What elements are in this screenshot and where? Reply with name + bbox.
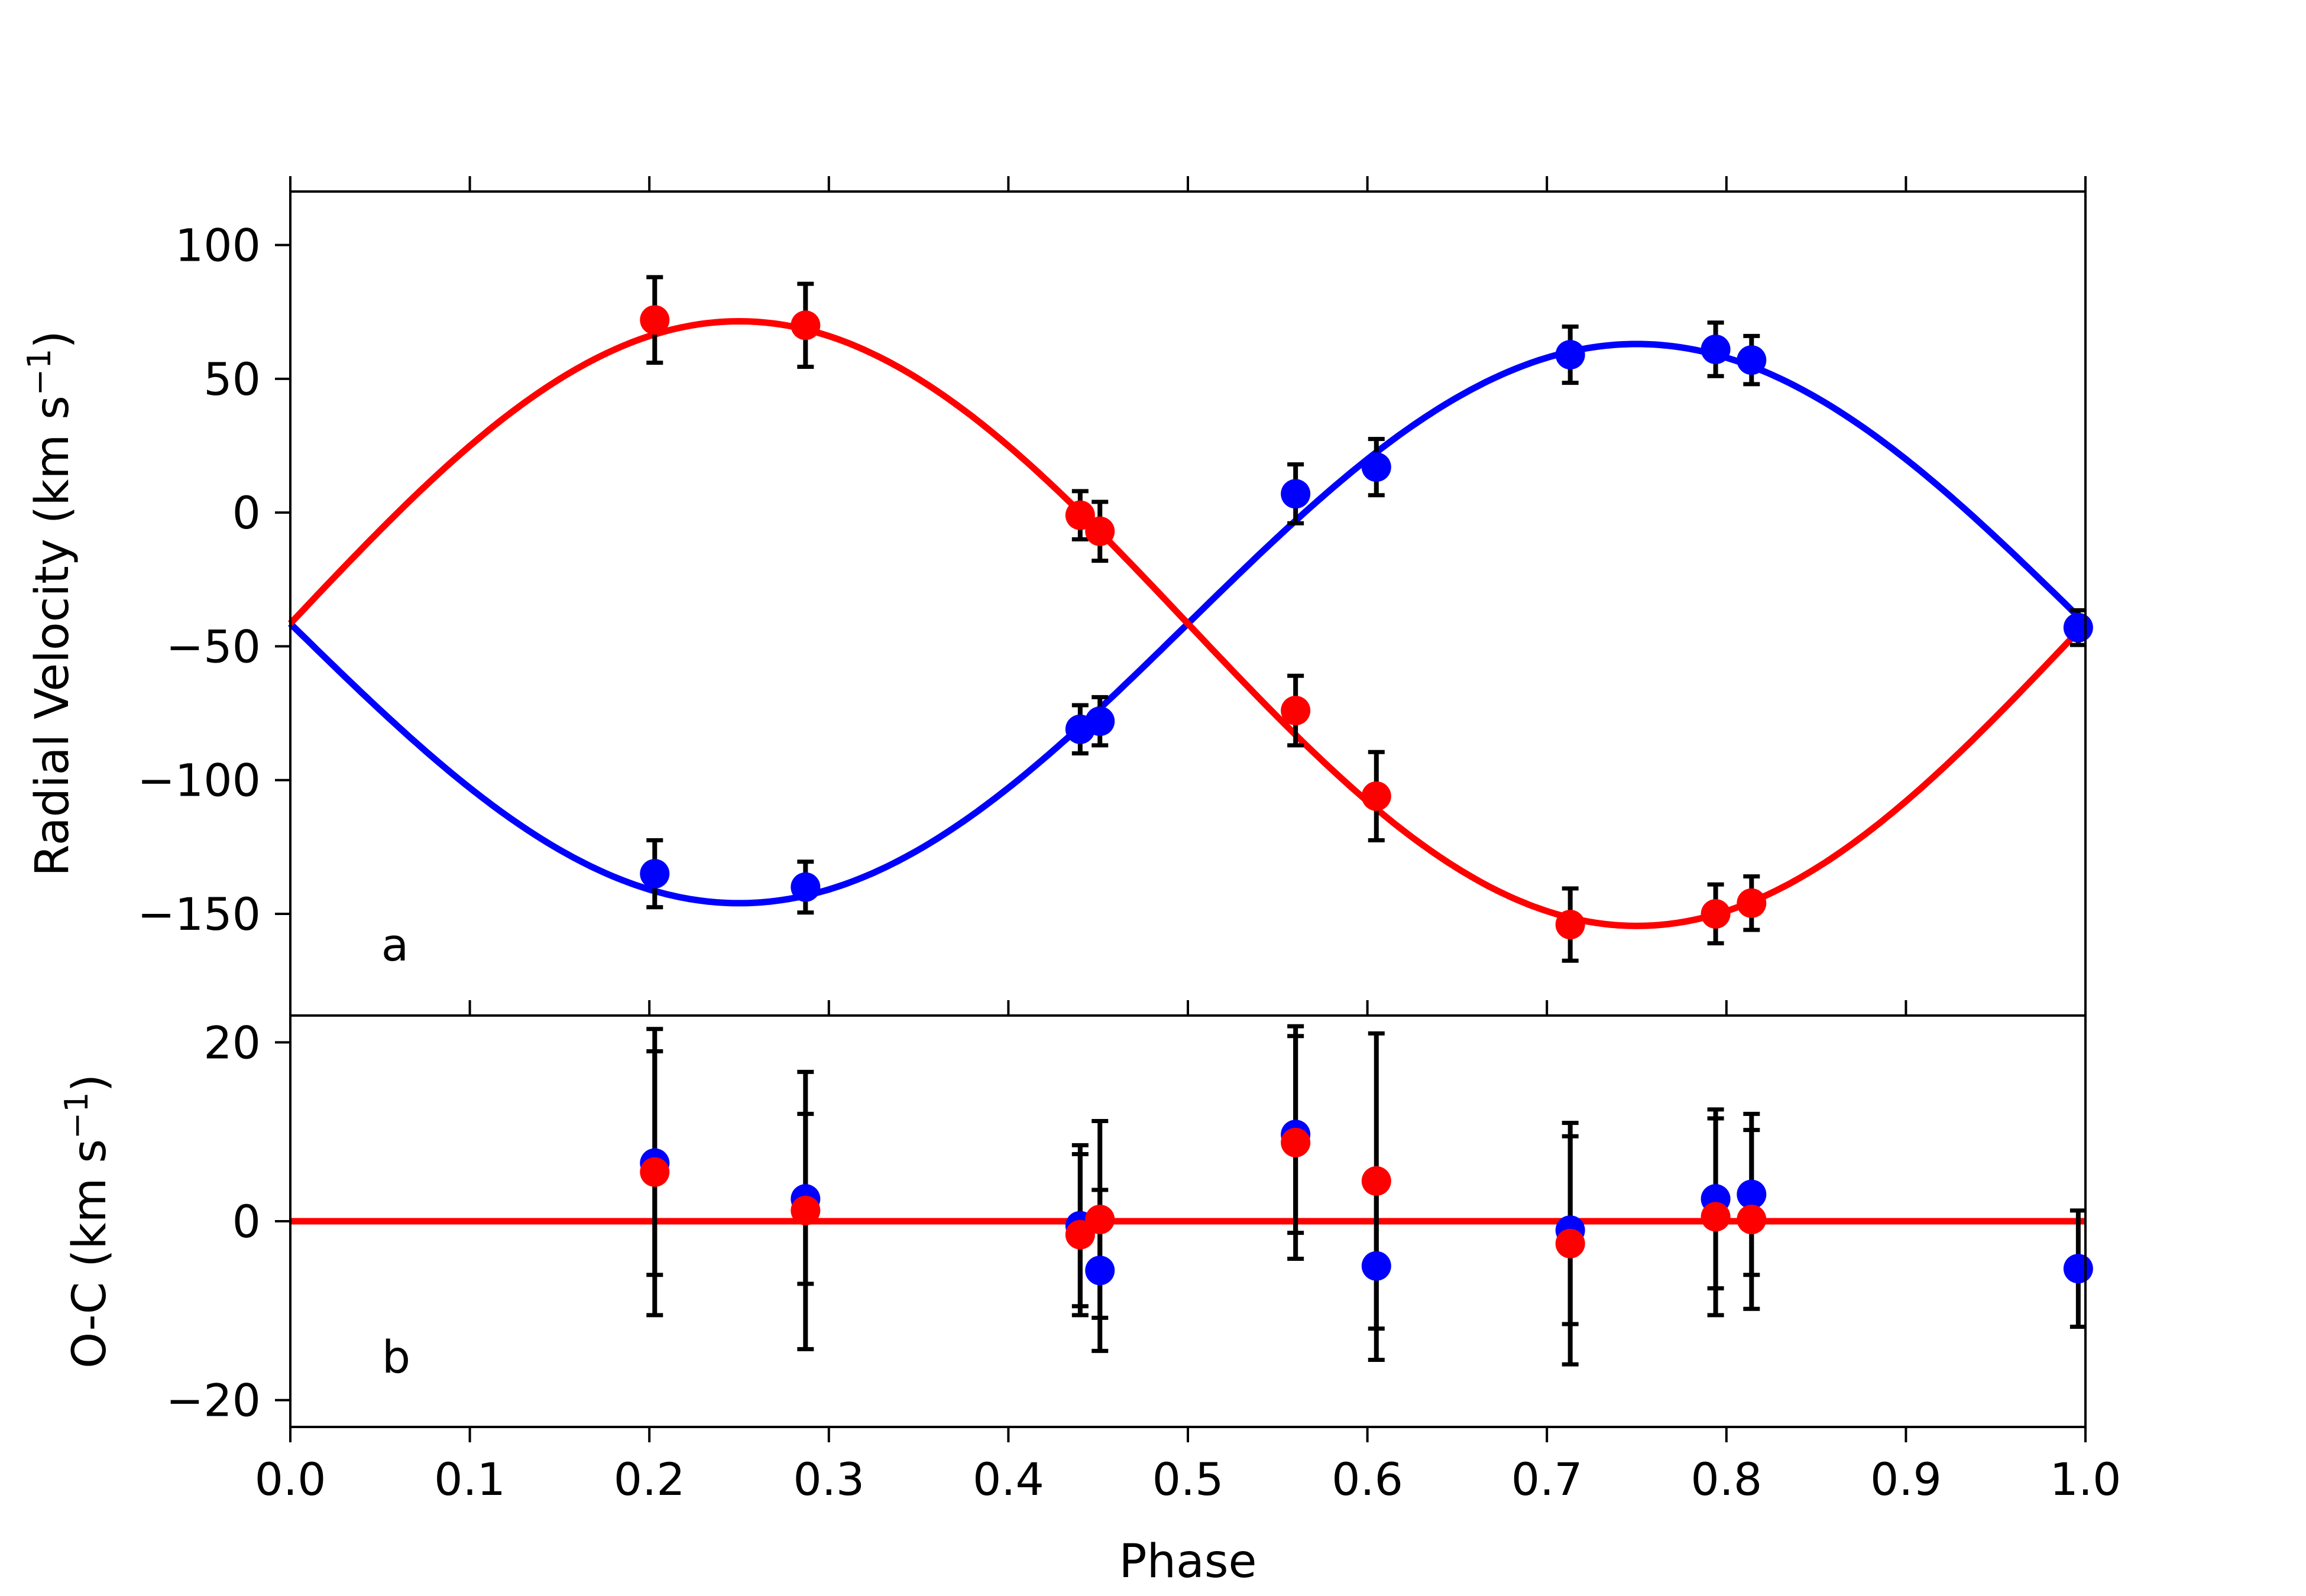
panel-b-blue-point [1361, 1251, 1391, 1281]
panel-b-red-point [791, 1195, 821, 1225]
panel-a-y-axis-label-text: Radial Velocity (km s [26, 395, 79, 877]
panel-a-red-point [1065, 500, 1095, 530]
panel-a-blue-point [1737, 345, 1767, 375]
panel-a-y-tick-label: −100 [137, 754, 261, 807]
panel-a-y-tick-label: 100 [175, 219, 261, 272]
x-tick-label: 0.8 [1690, 1453, 1762, 1506]
x-tick-label: 0.1 [434, 1453, 506, 1506]
panel-a-blue-point [1281, 479, 1311, 509]
panel-b-blue-point [1737, 1179, 1767, 1209]
panel-b-y-tick-label: 20 [203, 1016, 261, 1069]
x-tick-label: 0.9 [1870, 1453, 1942, 1506]
panel-b-blue-point [1085, 1256, 1115, 1286]
x-tick-label: 0.5 [1152, 1453, 1224, 1506]
panel-b-y-axis-label-text: O-C (km s [63, 1139, 116, 1368]
panel-a-data-points [640, 305, 2093, 940]
x-tick-label: 0.6 [1332, 1453, 1403, 1506]
panel-a-y-tick-label: −50 [166, 620, 261, 673]
x-tick-label: 0.2 [614, 1453, 685, 1506]
panel-a-y-axis-label-exponent: −1 [21, 349, 58, 396]
panel-a-blue-point [640, 859, 670, 889]
panel-b-y-axis-label: O-C (km s−1) [58, 1074, 116, 1368]
panel-a-blue-point [1555, 340, 1585, 370]
panel-a-red-point [1737, 888, 1767, 918]
panel-b-red-point [1555, 1228, 1585, 1258]
panel-a-red-point [640, 305, 670, 335]
panel-a-ticks: 100 50 0 −50 −100 −150 [137, 176, 2087, 1016]
panel-a-red-point [791, 310, 821, 340]
panel-a-red-point [1085, 516, 1115, 546]
panel-a-red-point [1281, 696, 1311, 726]
panel-a-red-point [1361, 781, 1391, 811]
panel-a-y-tick-label: 50 [203, 353, 261, 406]
x-tick-label: 0.7 [1511, 1453, 1583, 1506]
panel-a-y-axis-label: Radial Velocity (km s−1) [21, 330, 79, 877]
red-model-curve [288, 317, 2088, 929]
panel-a-y-axis-label-close: ) [26, 330, 79, 348]
panel-b-y-axis-label-exponent: −1 [58, 1092, 95, 1139]
panel-a-y-tick-label: −150 [137, 888, 261, 940]
x-tick-label: 1.0 [2050, 1453, 2122, 1506]
panel-b-red-point [640, 1157, 670, 1187]
panel-b-residuals: 0.0 0.1 0.2 0.3 0.4 0.5 0.6 0.7 0.8 0.9 1.0200−20 … [58, 1014, 2122, 1588]
x-tick-label: 0.3 [793, 1453, 864, 1506]
panel-a-red-point [1555, 910, 1585, 940]
panel-b-y-tick-label: −20 [166, 1374, 261, 1427]
panel-b-frame [289, 1014, 2087, 1428]
x-axis-label: Phase [1119, 1535, 1257, 1588]
panel-a-blue-point [1085, 706, 1115, 737]
panel-a-red-point [1701, 899, 1731, 929]
panel-a-blue-point [1361, 452, 1391, 482]
panel-a-blue-point [791, 872, 821, 902]
panel-b-ticks: 0.0 0.1 0.2 0.3 0.4 0.5 0.6 0.7 0.8 0.9 1.0 20 0 −20 [166, 1016, 2122, 1506]
panel-a-y-tick-label: 0 [232, 486, 261, 539]
panel-b-blue-point [2063, 1254, 2093, 1284]
panel-a-blue-point [2063, 612, 2093, 643]
x-tick-label: 0.0 [255, 1453, 326, 1506]
panel-b-red-point [1281, 1127, 1311, 1157]
panel-a-letter: a [381, 919, 409, 971]
panel-a-model-curves [288, 317, 2088, 929]
panel-b-red-point [1701, 1202, 1731, 1232]
panel-b-y-axis-label-close: ) [63, 1074, 116, 1092]
panel-b-y-tick-label: 0 [232, 1195, 261, 1248]
panel-b-red-point [1085, 1204, 1115, 1234]
x-tick-label: 0.4 [973, 1453, 1044, 1506]
panel-b-red-point [1737, 1204, 1767, 1234]
panel-a-blue-point [1701, 335, 1731, 365]
panel-b-red-point [1361, 1166, 1391, 1196]
panel-b-letter: b [382, 1331, 410, 1383]
